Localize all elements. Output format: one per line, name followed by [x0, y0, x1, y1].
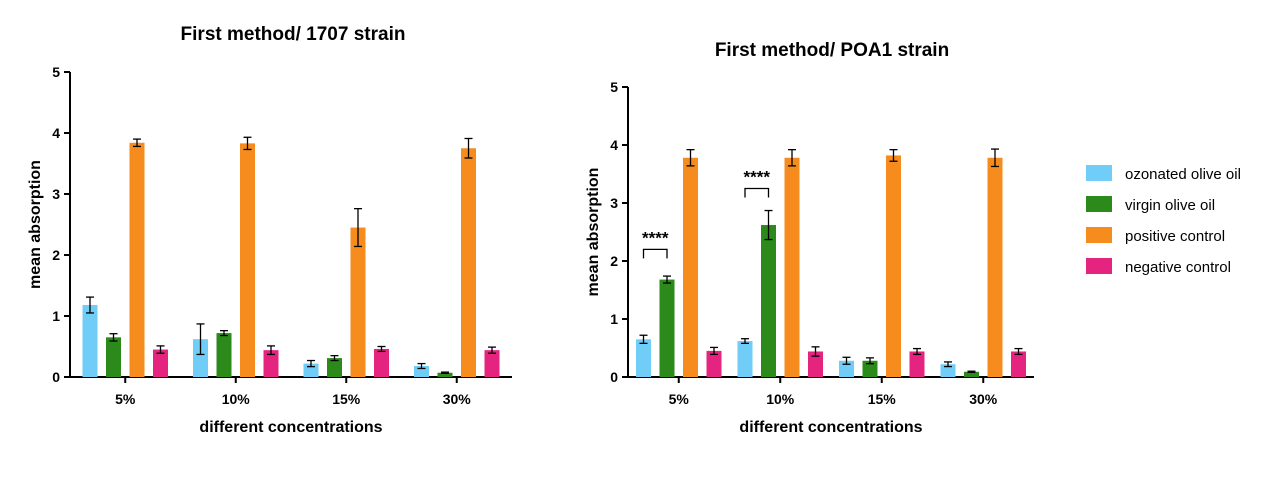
significance-label: **** — [744, 168, 771, 187]
legend-label-ozonated-olive-oil: ozonated olive oil — [1125, 166, 1241, 183]
bar-positive-control-30 — [461, 148, 476, 377]
y-tick-label: 0 — [52, 369, 60, 385]
legend-swatch-virgin-olive-oil — [1086, 196, 1112, 212]
bar-ozonated-olive-oil-30 — [414, 366, 429, 377]
bar-negative-control-15 — [909, 351, 925, 377]
x-axis-label: different concentrations — [199, 419, 382, 436]
bar-virgin-olive-oil-10 — [761, 225, 776, 377]
y-tick-label: 3 — [610, 195, 618, 211]
x-tick-label: 30% — [443, 391, 472, 407]
x-tick-label: 15% — [868, 391, 897, 407]
bar-ozonated-olive-oil-5 — [82, 305, 98, 377]
x-axis-label: different concentrations — [739, 419, 922, 436]
y-tick-label: 1 — [610, 311, 618, 327]
x-tick-label: 30% — [969, 391, 998, 407]
bar-ozonated-olive-oil-10 — [193, 339, 208, 377]
bar-positive-control-30 — [987, 157, 1003, 377]
bar-positive-control-10 — [240, 143, 255, 377]
bar-negative-control-10 — [263, 350, 279, 377]
bar-ozonated-olive-oil-5 — [636, 339, 651, 377]
chart-1707-strain: First method/ 1707 strain 0 1 2 3 4 5 mean abso… — [27, 24, 512, 436]
y-axis-label: mean absorption — [27, 160, 44, 289]
bar-virgin-olive-oil-15 — [862, 360, 878, 377]
y-tick-label: 5 — [52, 64, 60, 80]
x-tick-label: 15% — [332, 391, 361, 407]
bar-virgin-olive-oil-30 — [964, 371, 979, 377]
legend-swatch-negative-control — [1086, 258, 1112, 274]
x-tick-label: 10% — [766, 391, 795, 407]
bar-virgin-olive-oil-5 — [106, 337, 121, 377]
y-tick-label: 0 — [610, 369, 618, 385]
legend-swatch-ozonated-olive-oil — [1086, 165, 1112, 181]
bar-positive-control-15 — [350, 227, 366, 377]
y-tick-label: 2 — [610, 253, 618, 269]
y-tick-label: 4 — [52, 125, 60, 141]
chart-title: First method/ 1707 strain — [181, 24, 406, 45]
chart-poa1-strain: First method/ POA1 strain 0 1 2 3 4 5 mean abso… — [585, 40, 1034, 436]
bar-negative-control-5 — [153, 349, 168, 377]
y-axis-label: mean absorption — [585, 168, 602, 297]
y-tick-label: 4 — [610, 137, 618, 153]
bar-virgin-olive-oil-30 — [437, 372, 453, 377]
bar-positive-control-10 — [784, 157, 800, 377]
significance-bracket — [744, 187, 770, 198]
legend-label-virgin-olive-oil: virgin olive oil — [1125, 197, 1215, 214]
y-tick-label: 1 — [52, 308, 60, 324]
bar-negative-control-15 — [374, 348, 389, 377]
legend: ozonated olive oil virgin olive oil positi… — [1086, 165, 1241, 276]
bar-ozonated-olive-oil-30 — [940, 364, 956, 377]
bar-negative-control-10 — [808, 351, 823, 377]
bar-negative-control-5 — [706, 350, 722, 377]
y-tick-label: 2 — [52, 247, 60, 263]
bar-ozonated-olive-oil-10 — [737, 341, 753, 377]
bar-positive-control-15 — [886, 155, 901, 377]
bar-virgin-olive-oil-5 — [659, 279, 675, 377]
significance-bracket — [642, 248, 668, 259]
bar-positive-control-5 — [683, 157, 698, 377]
x-tick-label: 5% — [669, 391, 690, 407]
bar-negative-control-30 — [484, 350, 500, 377]
bar-negative-control-30 — [1011, 351, 1026, 377]
bar-positive-control-5 — [129, 142, 145, 377]
bar-virgin-olive-oil-15 — [327, 358, 342, 377]
x-tick-label: 10% — [222, 391, 251, 407]
legend-label-positive-control: positive control — [1125, 228, 1225, 245]
legend-swatch-positive-control — [1086, 227, 1112, 243]
significance-label: **** — [642, 228, 669, 247]
legend-label-negative-control: negative control — [1125, 259, 1231, 276]
y-tick-label: 5 — [610, 79, 618, 95]
chart-title: First method/ POA1 strain — [715, 40, 949, 61]
y-tick-label: 3 — [52, 186, 60, 202]
x-tick-label: 5% — [115, 391, 136, 407]
bar-virgin-olive-oil-10 — [216, 333, 232, 377]
